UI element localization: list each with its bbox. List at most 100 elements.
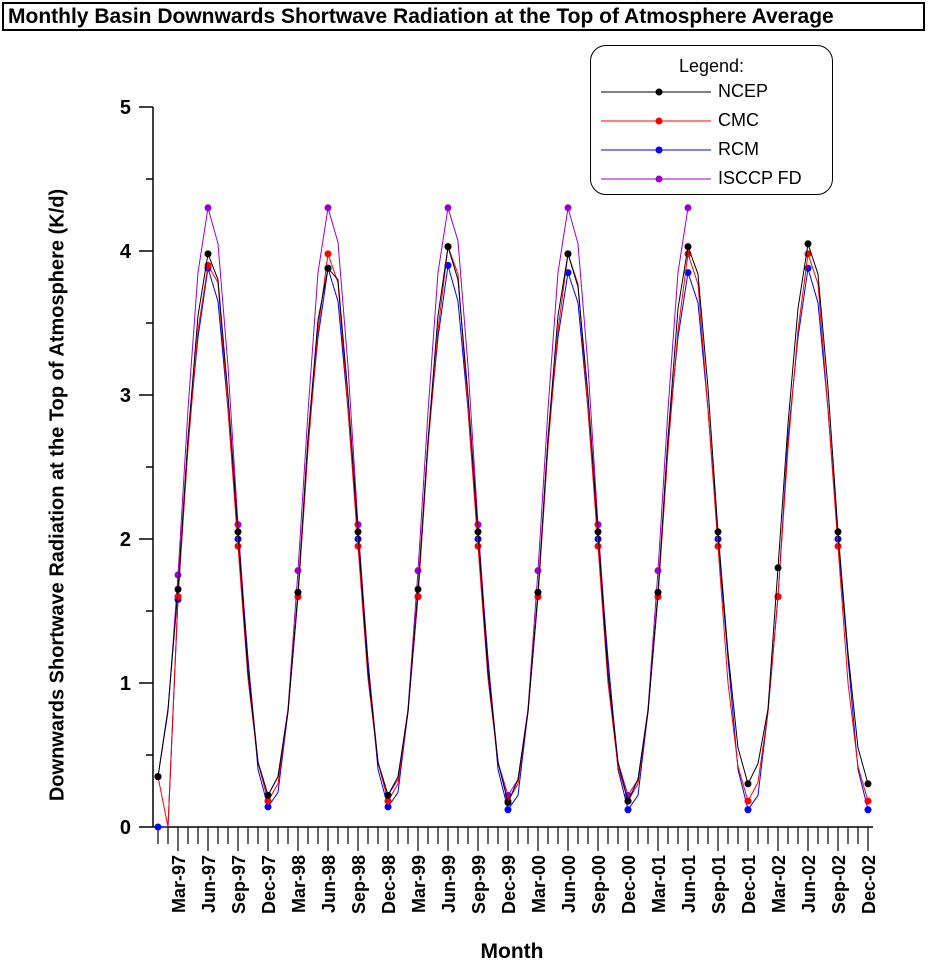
legend-label-isccp-fd: ISCCP FD: [718, 168, 802, 188]
data-point-ncep: [804, 240, 812, 248]
data-point-ncep: [204, 250, 212, 258]
x-tick-label: Sep-00: [589, 855, 609, 914]
data-point-ncep: [354, 528, 362, 536]
x-tick-label: Jun-02: [799, 855, 819, 913]
legend-swatch-cmc: [601, 117, 711, 125]
x-tick-label: Dec-00: [619, 855, 639, 914]
y-tick-label: 2: [120, 529, 131, 551]
legend-item-cmc: CMC: [601, 110, 826, 131]
data-point-cmc: [474, 542, 482, 550]
data-point-cmc: [324, 250, 332, 258]
series-line-ncep: [157, 243, 869, 805]
legend-label-rcm: RCM: [718, 139, 759, 159]
x-axis-label: Month: [480, 940, 544, 963]
x-tick-label: Mar-01: [649, 855, 669, 913]
legend-swatch-isccp-fd: [601, 175, 711, 183]
x-tick-label: Mar-00: [529, 855, 549, 913]
series-rcm: [154, 261, 872, 831]
data-point-ncep: [324, 264, 332, 272]
data-point-cmc: [834, 542, 842, 550]
x-tick-label: Sep-98: [349, 855, 369, 914]
x-tick-label: Mar-97: [169, 855, 189, 913]
chart-title: Monthly Basin Downwards Shortwave Radiat…: [2, 2, 925, 31]
x-tick-label: Sep-97: [229, 855, 249, 914]
legend-item-isccp-fd: ISCCP FD: [601, 168, 826, 189]
data-point-ncep: [384, 791, 392, 799]
data-point-isccp-fd: [324, 204, 332, 212]
data-point-ncep: [684, 243, 692, 251]
x-tick-label: Dec-97: [259, 855, 279, 914]
x-tick-label: Jun-98: [319, 855, 339, 913]
data-point-isccp-fd: [414, 567, 422, 575]
data-point-rcm: [234, 535, 242, 543]
data-point-isccp-fd: [294, 567, 302, 575]
data-point-rcm: [384, 803, 392, 811]
data-point-ncep: [594, 528, 602, 536]
legend-swatch-ncep: [601, 88, 711, 96]
x-tick-label: Jun-00: [559, 855, 579, 913]
data-point-ncep: [864, 780, 872, 788]
y-tick-label: 0: [120, 817, 131, 839]
series-ncep: [154, 240, 872, 807]
data-point-cmc: [264, 797, 272, 805]
x-tick-label: Dec-99: [499, 855, 519, 914]
data-point-isccp-fd: [534, 567, 542, 575]
legend: Legend: NCEP CMC RCM ISCCP FD: [590, 45, 833, 195]
data-point-isccp-fd: [564, 204, 572, 212]
data-point-ncep: [234, 528, 242, 536]
data-point-rcm: [354, 535, 362, 543]
legend-label-cmc: CMC: [718, 110, 759, 130]
data-point-ncep: [564, 250, 572, 258]
data-point-ncep: [774, 564, 782, 572]
data-point-rcm: [864, 806, 872, 814]
data-point-ncep: [624, 797, 632, 805]
x-tick-label: Mar-99: [409, 855, 429, 913]
legend-item-rcm: RCM: [601, 139, 826, 160]
data-point-ncep: [504, 799, 512, 807]
legend-item-ncep: NCEP: [601, 81, 826, 102]
data-point-ncep: [264, 791, 272, 799]
x-tick-label: Jun-99: [439, 855, 459, 913]
data-point-ncep: [444, 243, 452, 251]
y-axis-label: Downwards Shortwave Radiation at the Top…: [46, 188, 69, 802]
data-point-isccp-fd: [444, 204, 452, 212]
data-point-isccp-fd: [654, 567, 662, 575]
data-point-cmc: [714, 542, 722, 550]
y-tick-label: 5: [120, 97, 131, 119]
data-point-rcm: [714, 535, 722, 543]
data-point-isccp-fd: [174, 571, 182, 579]
data-point-ncep: [474, 528, 482, 536]
data-point-rcm: [834, 535, 842, 543]
data-point-isccp-fd: [204, 204, 212, 212]
series-line-isccp-fd: [157, 207, 689, 797]
series-cmc: [154, 243, 872, 828]
data-point-rcm: [624, 806, 632, 814]
data-point-ncep: [534, 588, 542, 596]
x-tick-label: Dec-01: [739, 855, 759, 914]
data-point-ncep: [294, 588, 302, 596]
data-point-cmc: [234, 542, 242, 550]
x-tick-label: Sep-02: [829, 855, 849, 914]
data-point-cmc: [864, 797, 872, 805]
x-tick-label: Jun-01: [679, 855, 699, 913]
x-tick-label: Mar-98: [289, 855, 309, 913]
data-point-ncep: [154, 773, 162, 781]
data-point-cmc: [354, 542, 362, 550]
data-point-ncep: [414, 585, 422, 593]
x-tick-label: Dec-98: [379, 855, 399, 914]
data-point-cmc: [594, 542, 602, 550]
data-point-ncep: [834, 528, 842, 536]
data-point-rcm: [594, 535, 602, 543]
data-point-isccp-fd: [684, 204, 692, 212]
data-point-ncep: [714, 528, 722, 536]
data-point-rcm: [264, 803, 272, 811]
data-point-rcm: [744, 806, 752, 814]
x-tick-label: Dec-02: [859, 855, 879, 914]
data-point-rcm: [474, 535, 482, 543]
series-layer: [154, 204, 872, 831]
data-point-cmc: [414, 593, 422, 601]
data-point-cmc: [744, 797, 752, 805]
x-tick-label: Mar-02: [769, 855, 789, 913]
legend-swatch-rcm: [601, 146, 711, 154]
